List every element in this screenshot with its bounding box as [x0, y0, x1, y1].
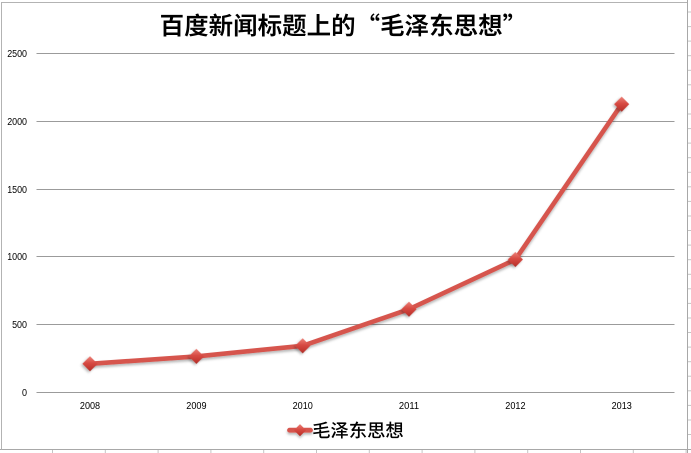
svg-text:2008: 2008: [80, 401, 101, 412]
svg-text:500: 500: [12, 320, 27, 331]
svg-text:2013: 2013: [612, 401, 633, 412]
svg-text:2000: 2000: [7, 117, 27, 128]
svg-text:1500: 1500: [7, 185, 27, 196]
svg-text:2009: 2009: [186, 401, 207, 412]
svg-text:0: 0: [22, 388, 27, 399]
svg-text:1000: 1000: [7, 252, 27, 263]
svg-text:2012: 2012: [505, 401, 526, 412]
svg-text:2010: 2010: [293, 401, 314, 412]
svg-text:2500: 2500: [7, 49, 27, 60]
svg-text:2011: 2011: [399, 401, 420, 412]
